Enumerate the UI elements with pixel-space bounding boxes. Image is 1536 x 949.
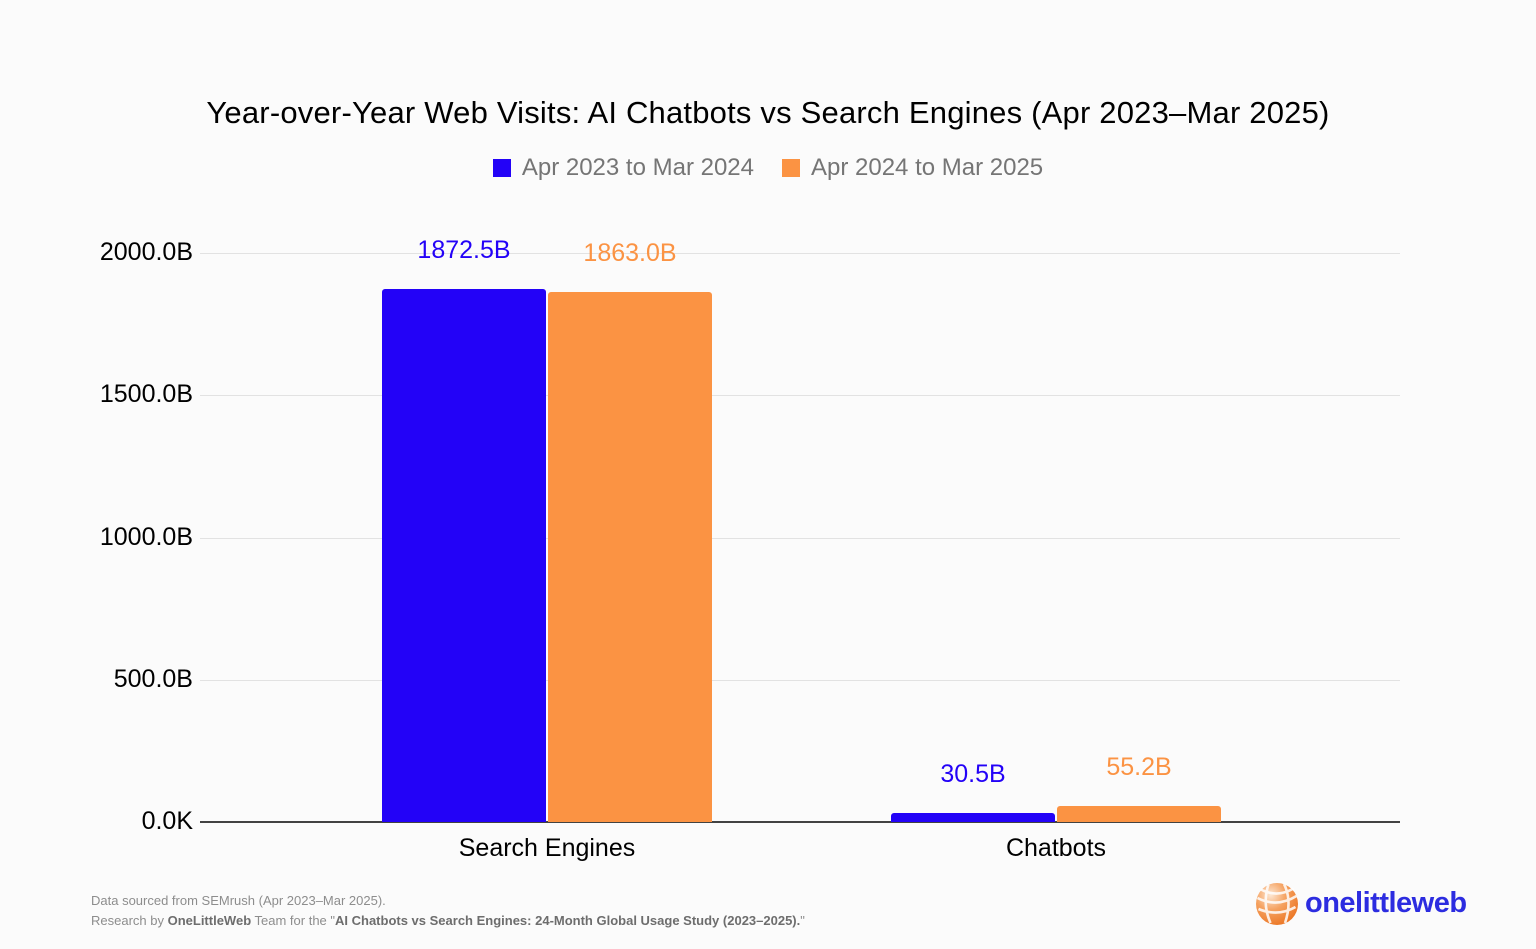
value-label-chatbots-apr-2023-to-mar-2024: 30.5B — [940, 760, 1006, 789]
legend-item-2023-2024[interactable]: Apr 2023 to Mar 2024 — [492, 154, 754, 182]
bar-chatbots-apr-2024-to-mar-2025[interactable] — [1057, 806, 1221, 822]
footer: Data sourced from SEMrush (Apr 2023–Mar … — [91, 891, 805, 931]
category-label-chatbots: Chatbots — [1005, 834, 1107, 862]
footer-research-line: Research by OneLittleWeb Team for the "A… — [91, 911, 805, 931]
legend-color-swatch-blue — [492, 159, 511, 177]
onelittleweb-sphere-icon — [1256, 883, 1298, 925]
y-axis-tick-label: 1000.0B — [99, 522, 193, 551]
footer-text: Research by — [91, 913, 168, 928]
bar-search-engines-apr-2024-to-mar-2025[interactable] — [548, 291, 712, 822]
legend: Apr 2023 to Mar 2024 Apr 2024 to Mar 202… — [0, 154, 1536, 182]
value-label-search-engines-apr-2023-to-mar-2024: 1872.5B — [417, 236, 511, 265]
value-label-search-engines-apr-2024-to-mar-2025: 1863.0B — [583, 238, 677, 267]
legend-label: Apr 2023 to Mar 2024 — [521, 154, 754, 181]
footer-text: Team for the " — [251, 913, 335, 928]
footer-text: " — [800, 913, 805, 928]
chart-title: Year-over-Year Web Visits: AI Chatbots v… — [206, 95, 1330, 130]
legend-label: Apr 2024 to Mar 2025 — [811, 154, 1044, 181]
footer-source-line: Data sourced from SEMrush (Apr 2023–Mar … — [91, 893, 386, 908]
onelittleweb-logo[interactable]: onelittleweb — [1254, 880, 1467, 926]
bar-search-engines-apr-2023-to-mar-2024[interactable] — [382, 289, 546, 822]
legend-item-2024-2025[interactable]: Apr 2024 to Mar 2025 — [782, 154, 1043, 182]
footer-bold-text: AI Chatbots vs Search Engines: 24-Month … — [335, 913, 801, 928]
y-axis-tick-label: 2000.0B — [99, 238, 193, 266]
gridline — [200, 253, 1400, 254]
x-axis-line — [200, 821, 1400, 823]
value-label-chatbots-apr-2024-to-mar-2025: 55.2B — [1106, 753, 1172, 782]
gridline — [200, 679, 1400, 681]
footer-bold-text: OneLittleWeb — [167, 913, 252, 928]
gridline — [200, 395, 1400, 397]
logo-text: onelittleweb — [1305, 886, 1467, 919]
gridline — [200, 537, 1400, 539]
y-axis-tick-label: 0.0K — [141, 807, 193, 835]
legend-color-swatch-orange — [782, 159, 800, 177]
category-label-search-engines: Search Engines — [458, 834, 636, 862]
y-axis-tick-label: 1500.0B — [99, 380, 193, 409]
y-axis-tick-label: 500.0B — [113, 664, 193, 693]
bar-chatbots-apr-2023-to-mar-2024[interactable] — [891, 813, 1055, 822]
